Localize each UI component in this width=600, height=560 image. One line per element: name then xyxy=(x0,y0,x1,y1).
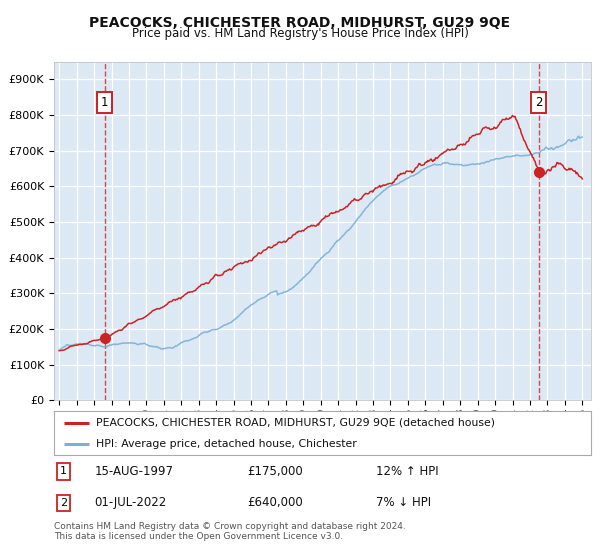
Text: 01-JUL-2022: 01-JUL-2022 xyxy=(94,496,167,510)
Text: 15-AUG-1997: 15-AUG-1997 xyxy=(94,465,173,478)
Text: 12% ↑ HPI: 12% ↑ HPI xyxy=(376,465,439,478)
Text: £175,000: £175,000 xyxy=(247,465,303,478)
Text: 1: 1 xyxy=(101,96,109,109)
Text: 1: 1 xyxy=(60,466,67,477)
Text: £640,000: £640,000 xyxy=(247,496,303,510)
Text: 7% ↓ HPI: 7% ↓ HPI xyxy=(376,496,431,510)
Text: 2: 2 xyxy=(60,498,67,508)
Text: PEACOCKS, CHICHESTER ROAD, MIDHURST, GU29 9QE: PEACOCKS, CHICHESTER ROAD, MIDHURST, GU2… xyxy=(89,16,511,30)
Text: Price paid vs. HM Land Registry's House Price Index (HPI): Price paid vs. HM Land Registry's House … xyxy=(131,27,469,40)
Text: HPI: Average price, detached house, Chichester: HPI: Average price, detached house, Chic… xyxy=(96,439,356,449)
Text: PEACOCKS, CHICHESTER ROAD, MIDHURST, GU29 9QE (detached house): PEACOCKS, CHICHESTER ROAD, MIDHURST, GU2… xyxy=(96,418,495,428)
Text: 2: 2 xyxy=(535,96,542,109)
Text: Contains HM Land Registry data © Crown copyright and database right 2024.
This d: Contains HM Land Registry data © Crown c… xyxy=(54,522,406,542)
